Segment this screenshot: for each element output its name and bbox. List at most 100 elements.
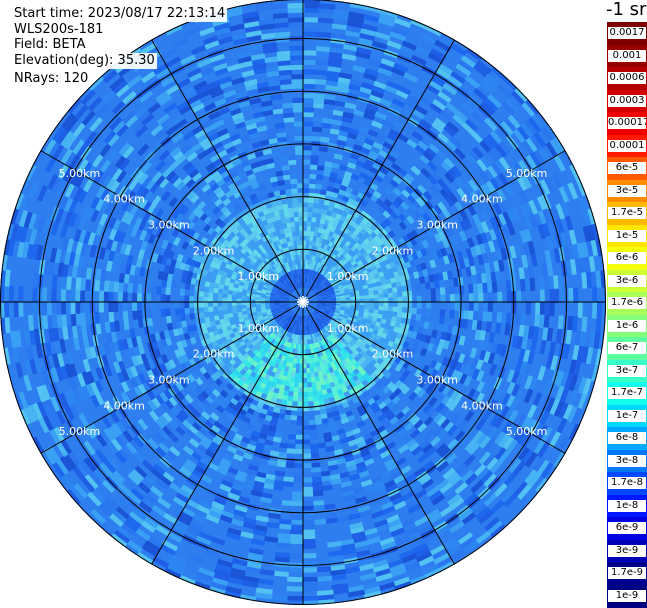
range-gate-cell xyxy=(264,326,270,332)
range-gate-cell xyxy=(150,293,157,302)
range-gate-cell xyxy=(417,184,428,195)
range-gate-cell xyxy=(195,376,204,386)
range-gate-cell xyxy=(33,328,41,345)
range-gate-cell xyxy=(359,292,365,297)
range-gate-cell xyxy=(568,389,579,407)
range-gate-cell xyxy=(154,374,164,386)
range-gate-cell xyxy=(195,84,210,95)
range-gate-cell xyxy=(408,480,422,492)
range-gate-cell xyxy=(303,254,306,260)
range-gate-cell xyxy=(201,183,211,193)
range-gate-cell xyxy=(274,352,280,359)
range-gate-cell xyxy=(462,539,479,554)
range-gate-cell xyxy=(113,301,119,312)
range-gate-cell xyxy=(470,479,485,494)
range-gate-cell xyxy=(270,307,276,311)
range-gate-cell xyxy=(366,58,382,68)
range-gate-cell xyxy=(292,250,296,256)
range-gate-cell xyxy=(250,161,260,170)
range-gate-cell xyxy=(293,472,303,478)
range-gate-cell xyxy=(360,146,372,155)
range-gate-cell xyxy=(440,331,448,341)
range-gate-cell xyxy=(274,261,280,268)
range-gate-cell xyxy=(313,311,318,316)
range-gate-cell xyxy=(555,218,565,235)
range-gate-cell xyxy=(359,298,365,303)
range-gate-cell xyxy=(380,58,396,68)
range-gate-cell xyxy=(310,221,316,228)
range-gate-cell xyxy=(324,517,338,525)
range-gate-cell xyxy=(52,125,66,142)
range-gate-cell xyxy=(95,322,102,335)
range-gate-cell xyxy=(413,187,424,198)
range-gate-cell xyxy=(422,190,433,202)
range-gate-cell xyxy=(322,204,330,211)
range-gate-cell xyxy=(397,296,403,303)
range-gate-cell xyxy=(216,466,228,476)
range-gate-cell xyxy=(492,388,503,402)
range-gate-cell xyxy=(322,259,328,266)
range-gate-cell xyxy=(378,305,384,311)
range-gate-cell xyxy=(352,486,365,495)
range-gate-cell xyxy=(257,325,264,331)
range-gate-cell xyxy=(184,428,196,439)
range-gate-cell xyxy=(116,370,126,384)
range-gate-cell xyxy=(226,445,238,454)
range-gate-cell xyxy=(187,211,197,222)
range-gate-cell xyxy=(404,248,412,257)
range-gate-cell xyxy=(274,295,280,299)
range-gate-cell xyxy=(590,347,599,366)
range-gate-cell xyxy=(330,306,337,310)
range-gate-cell xyxy=(114,320,121,332)
range-gate-cell xyxy=(419,347,428,357)
range-gate-cell xyxy=(314,255,318,262)
range-gate-cell xyxy=(519,278,526,292)
range-gate-cell xyxy=(26,343,34,361)
range-gate-cell xyxy=(199,26,217,37)
range-gate-cell xyxy=(364,137,376,147)
range-gate-cell xyxy=(395,440,407,450)
range-gate-cell xyxy=(267,268,273,274)
range-gate-cell xyxy=(273,322,279,328)
range-gate-cell xyxy=(355,160,366,168)
range-gate-cell xyxy=(48,140,62,158)
range-gate-cell xyxy=(358,37,375,46)
range-gate-cell xyxy=(198,500,213,511)
range-gate-cell xyxy=(160,75,176,88)
range-gate-cell xyxy=(388,302,394,308)
range-gate-cell xyxy=(537,164,549,181)
range-gate-cell xyxy=(328,56,343,64)
range-gate-cell xyxy=(443,124,457,138)
range-gate-cell xyxy=(386,412,396,422)
range-gate-cell xyxy=(423,568,441,580)
range-gate-cell xyxy=(542,208,552,224)
range-gate-cell xyxy=(137,248,146,260)
range-gate-cell xyxy=(262,208,270,216)
range-gate-cell xyxy=(373,290,379,295)
range-gate-cell xyxy=(311,333,315,339)
range-gate-cell xyxy=(350,526,365,535)
range-gate-cell xyxy=(155,478,170,491)
range-gate-cell xyxy=(230,323,237,330)
range-gate-cell xyxy=(425,375,435,386)
range-gate-cell xyxy=(303,126,313,132)
range-gate-cell xyxy=(454,302,460,311)
range-gate-cell xyxy=(287,282,292,288)
range-gate-cell xyxy=(230,409,239,418)
range-gate-cell xyxy=(464,118,479,132)
range-gate-cell xyxy=(146,378,156,390)
range-gate-cell xyxy=(446,367,455,379)
range-gate-cell xyxy=(207,428,218,438)
range-gate-cell xyxy=(334,178,344,185)
range-gate-cell xyxy=(317,302,323,305)
range-gate-cell xyxy=(282,390,289,396)
range-gate-cell xyxy=(453,147,466,160)
range-gate-cell xyxy=(242,271,249,277)
range-gate-cell xyxy=(219,483,232,493)
range-gate-cell xyxy=(203,306,209,313)
range-gate-cell xyxy=(412,243,421,253)
range-gate-cell xyxy=(146,203,157,215)
range-gate-cell xyxy=(313,281,318,287)
range-gate-cell xyxy=(317,313,322,319)
range-gate-cell xyxy=(387,267,394,275)
